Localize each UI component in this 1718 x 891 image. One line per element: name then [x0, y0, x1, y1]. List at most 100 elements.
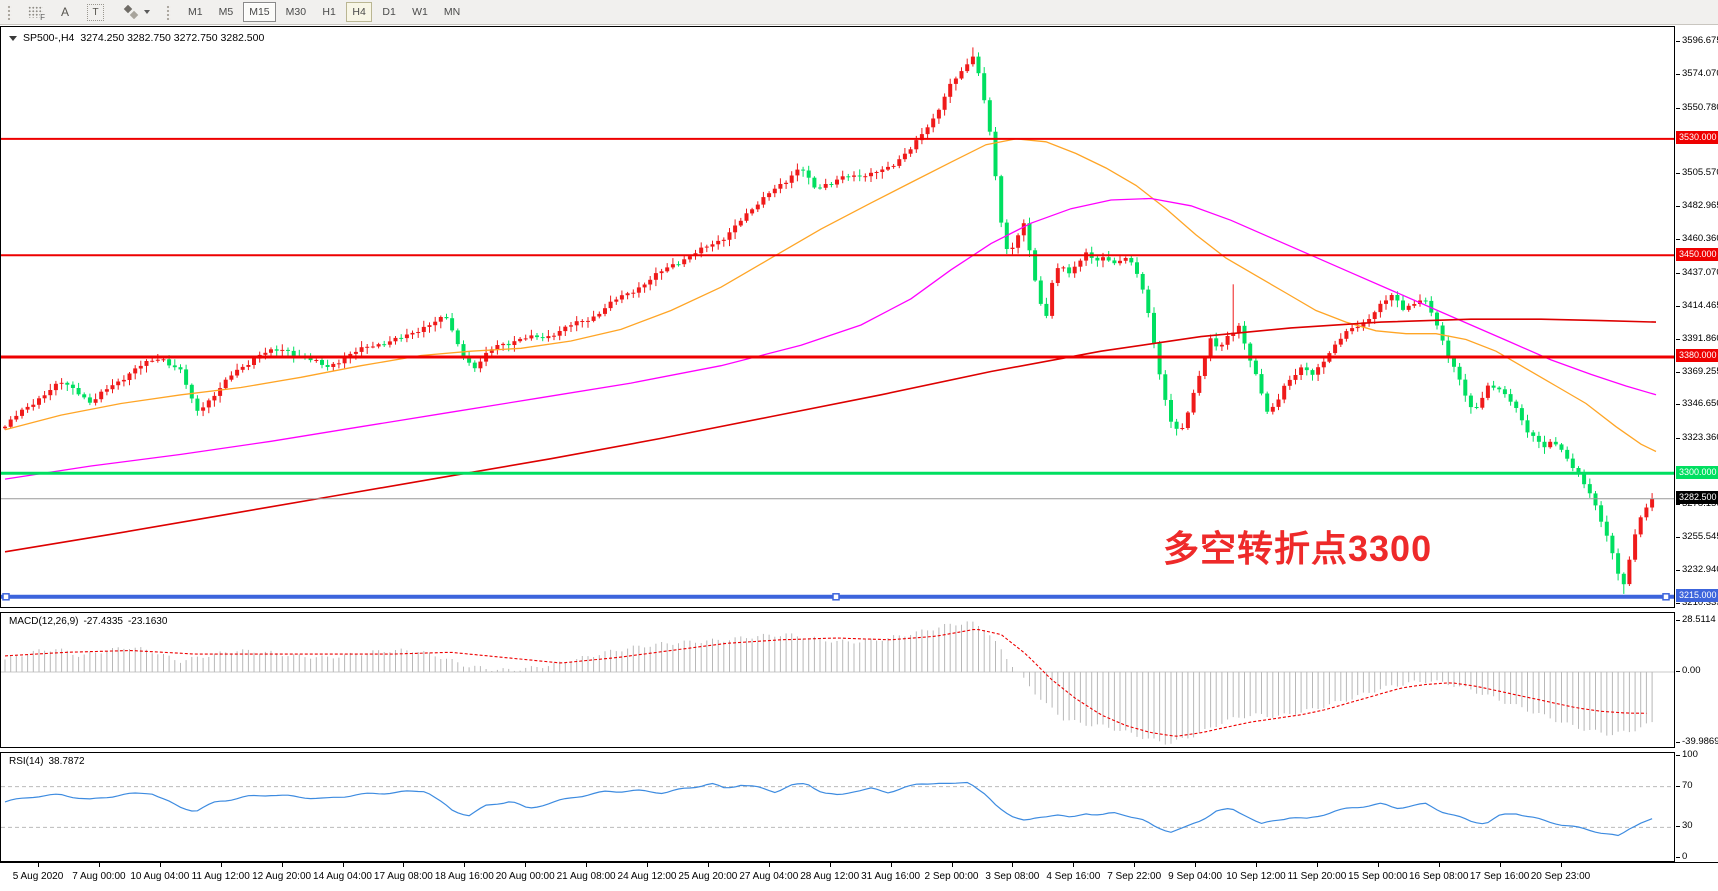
time-tick-mark — [403, 863, 405, 867]
timeframe-button-MN[interactable]: MN — [443, 6, 461, 18]
price-tick-label: 3391.860 — [1682, 332, 1718, 344]
price-tick-mark — [1676, 239, 1680, 241]
time-tick-label: 24 Aug 12:00 — [617, 871, 677, 882]
current-price-badge: 3282.500 — [1676, 491, 1718, 505]
toolbar-grip[interactable] — [7, 4, 12, 20]
rsi-axis[interactable]: 100 70 30 0 — [1676, 749, 1718, 862]
price-tick-label: 3323.360 — [1682, 432, 1718, 444]
macd-panel: MACD(12,26,9) -27.4335 -23.1630 28.5114 0.0… — [0, 612, 1718, 748]
time-tick-mark — [951, 863, 953, 867]
price-tick-label: 3460.360 — [1682, 233, 1718, 245]
price-axis[interactable]: 3596.675 3574.070 3550.780 3505.570 3482.965… — [1676, 26, 1718, 608]
time-tick-mark — [586, 863, 588, 867]
time-tick-mark — [464, 863, 466, 867]
time-tick-mark — [1499, 863, 1501, 867]
hline-price-badge: 3380.000 — [1676, 349, 1718, 363]
price-tick-mark — [1676, 41, 1680, 42]
price-tick-label: 3255.545 — [1682, 530, 1718, 542]
price-tick-label: 3482.965 — [1682, 200, 1718, 212]
time-tick-mark — [768, 863, 770, 867]
time-tick-mark — [1134, 863, 1136, 867]
time-tick-mark — [707, 863, 709, 867]
price-tick-mark — [1676, 107, 1680, 109]
chart-ohlc-values: 3274.250 3282.750 3272.750 3282.500 — [80, 32, 265, 44]
time-tick-label: 16 Sep 08:00 — [1408, 871, 1469, 882]
macd-chart[interactable] — [0, 612, 1675, 748]
time-tick-label: 11 Sep 20:00 — [1287, 871, 1347, 882]
timeframe-button-M15[interactable]: M15 — [243, 2, 276, 22]
time-tick-mark — [647, 863, 648, 867]
timeframe-button-H4[interactable]: H4 — [346, 2, 373, 22]
time-tick-mark — [829, 863, 831, 867]
time-tick-label: 17 Aug 08:00 — [373, 871, 433, 882]
timeframe-button-M1[interactable]: M1 — [188, 6, 203, 18]
price-tick-mark — [1676, 173, 1680, 175]
price-tick-mark — [1676, 73, 1680, 75]
chart-title: SP500-,H4 3274.250 3282.750 3272.750 328… — [9, 32, 264, 44]
rsi-panel: RSI(14) 38.7872 100 70 30 0 — [0, 749, 1718, 862]
rsi-tick-mark — [1676, 857, 1680, 858]
price-tick-label: 3437.070 — [1682, 267, 1718, 279]
text-label-icon: A — [61, 5, 70, 19]
dropdown-caret-icon — [144, 10, 151, 14]
pattern-grid-tool-button[interactable]: F — [21, 2, 50, 22]
time-tick-mark — [1438, 863, 1440, 867]
time-tick-label: 10 Aug 04:00 — [130, 871, 190, 882]
arrow-objects-icon — [123, 5, 139, 19]
time-tick-label: 10 Sep 12:00 — [1226, 871, 1286, 882]
price-tick-mark — [1676, 438, 1680, 440]
price-tick-mark — [1676, 536, 1680, 538]
time-tick-label: 14 Aug 04:00 — [313, 871, 372, 882]
collapse-triangle-icon[interactable] — [9, 35, 17, 41]
price-tick-mark — [1676, 206, 1680, 208]
time-tick-label: 11 Aug 12:00 — [191, 871, 250, 882]
timeframe-button-W1[interactable]: W1 — [412, 6, 428, 18]
arrow-objects-tool-button[interactable] — [115, 2, 157, 22]
time-tick-label: 2 Sep 00:00 — [924, 871, 979, 882]
rsi-tick-mark — [1676, 755, 1680, 756]
time-tick-mark — [342, 863, 344, 867]
time-tick-label: 27 Aug 04:00 — [739, 871, 799, 882]
timeframe-button-D1[interactable]: D1 — [382, 6, 396, 18]
annotation-text[interactable]: 多空转折点3300 — [1163, 528, 1433, 569]
time-tick-label: 21 Aug 08:00 — [556, 871, 616, 882]
toolbar-grip[interactable] — [166, 4, 172, 20]
macd-axis[interactable]: 28.5114 0.00 -39.9869 — [1676, 612, 1718, 748]
time-tick-mark — [220, 863, 222, 867]
rsi-tick-label: 100 — [1682, 749, 1698, 760]
time-tick-mark — [1560, 863, 1562, 867]
timeframe-button-M30[interactable]: M30 — [285, 6, 307, 18]
price-tick-mark — [1676, 602, 1680, 604]
timeframe-button-H1[interactable]: H1 — [322, 6, 336, 18]
price-tick-label: 3596.675 — [1682, 35, 1718, 46]
rsi-chart[interactable] — [0, 752, 1675, 862]
text-tool-icon: T — [87, 3, 105, 21]
time-tick-mark — [525, 863, 527, 867]
hline-price-badge: 3450.000 — [1676, 247, 1718, 261]
chart-symbol-label: SP500-,H4 — [23, 32, 75, 44]
time-tick-mark — [1073, 863, 1075, 867]
time-axis[interactable]: 5 Aug 2020 7 Aug 00:00 10 Aug 04:00 11 Aug … — [0, 862, 1718, 891]
rsi-value: 38.7872 — [48, 756, 85, 767]
text-label-tool-button[interactable]: A — [54, 2, 76, 22]
timeframe-button-M5[interactable]: M5 — [218, 6, 234, 18]
time-tick-mark — [890, 863, 892, 867]
text-tool-button[interactable]: T — [80, 2, 111, 22]
rsi-tick-label: 0 — [1682, 851, 1688, 862]
pattern-grid-icon: F — [28, 6, 45, 22]
macd-tick-label: 0.00 — [1682, 664, 1701, 676]
time-tick-label: 31 Aug 16:00 — [861, 871, 921, 882]
macd-tick-mark — [1676, 742, 1680, 744]
macd-signal-value: -23.1630 — [127, 616, 168, 627]
price-tick-label: 3346.650 — [1682, 398, 1718, 410]
time-tick-mark — [159, 863, 161, 867]
price-tick-mark — [1676, 273, 1680, 275]
macd-tick-mark — [1676, 670, 1680, 672]
time-tick-label: 28 Aug 12:00 — [800, 871, 860, 882]
price-tick-label: 3574.070 — [1682, 67, 1718, 79]
time-tick-label: 20 Aug 00:00 — [495, 871, 555, 882]
macd-main-value: -27.4335 — [83, 616, 123, 627]
price-tick-label: 3232.940 — [1682, 563, 1718, 575]
price-chart[interactable] — [0, 26, 1675, 608]
timeframe-group: M1 M5 M15 M30 H1 H4 D1 W1 MN — [180, 2, 468, 22]
